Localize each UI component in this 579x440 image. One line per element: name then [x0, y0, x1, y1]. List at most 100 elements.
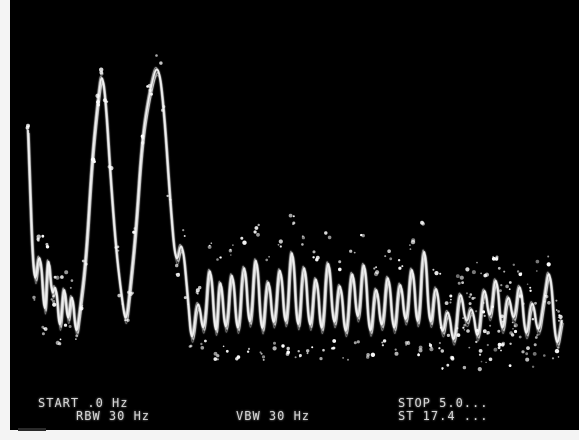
spectrum-traces [26, 66, 564, 349]
trace-speckle [526, 346, 530, 350]
noise-speckle [557, 316, 560, 319]
trace-speckle [225, 349, 229, 353]
trace-speckle [387, 249, 391, 253]
trace-speckle [384, 255, 387, 258]
trace-speckle [260, 352, 263, 355]
trace-speckle [497, 346, 501, 350]
trace-speckle [114, 246, 118, 249]
noise-speckle [456, 333, 461, 337]
trace-speckle [147, 83, 152, 88]
trace-speckle [70, 279, 74, 282]
trace-speckle [75, 334, 79, 338]
noise-speckle [512, 327, 514, 330]
trace-speckle [32, 295, 36, 300]
noise-speckle [526, 283, 529, 286]
start-frequency-label: START .0 Hz [38, 396, 129, 410]
trace-speckle [373, 271, 379, 277]
trace-speckle [124, 319, 127, 322]
trace-speckle [292, 215, 295, 218]
trace-speckle [60, 275, 64, 279]
trace-speckle [432, 268, 435, 271]
trace-speckle [37, 239, 40, 242]
trace-speckle [311, 346, 314, 349]
noise-speckle [446, 333, 450, 337]
trace-speckle [81, 259, 85, 263]
trace-speckle [315, 258, 319, 262]
trace-speckle [404, 341, 409, 345]
noise-speckle [469, 293, 473, 296]
trace-speckle [121, 303, 124, 305]
trace-speckle [449, 294, 453, 298]
trace-speckle [160, 108, 165, 112]
trace-speckle [116, 245, 120, 249]
trace-speckle [327, 235, 332, 240]
photo-corner-mark [18, 428, 46, 431]
trace-speckle [68, 325, 72, 328]
trace-speckle [520, 272, 523, 275]
trace-speckle [560, 321, 563, 324]
vbw-label: VBW 30 Hz [236, 409, 311, 423]
trace-speckle [301, 236, 305, 240]
trace-speckle [261, 355, 266, 359]
trace-speckle [434, 271, 439, 276]
trace-speckle [183, 296, 187, 300]
trace-speckle [216, 258, 219, 261]
trace-speckle [418, 345, 423, 350]
trace-speckle [286, 346, 290, 351]
noise-speckle [462, 365, 467, 370]
trace-speckle [332, 339, 337, 343]
trace-speckle [497, 342, 502, 347]
stop-frequency-label: STOP 5.0... [398, 396, 489, 410]
trace-speckle [312, 256, 315, 259]
noise-speckle [482, 302, 485, 304]
noise-speckle [465, 267, 470, 272]
trace-speckle [278, 239, 283, 244]
noise-speckle [499, 289, 502, 292]
noise-speckle [455, 274, 460, 278]
trace-speckle [52, 295, 55, 298]
trace-speckle [281, 344, 285, 348]
trace-speckle [543, 300, 546, 303]
trace-speckle [444, 301, 449, 305]
trace-speckle [338, 267, 342, 272]
trace-speckle [262, 358, 265, 361]
noise-speckle [483, 314, 486, 317]
trace-speckle [159, 61, 163, 65]
trace-speckle [525, 352, 529, 356]
noise-speckle [522, 302, 525, 305]
trace-speckle [200, 342, 203, 346]
noise-speckle [500, 284, 503, 287]
trace-speckle [491, 256, 496, 261]
trace-speckle [155, 54, 158, 57]
trace-speckle [294, 356, 297, 359]
trace-speckle [69, 286, 72, 289]
trace-speckle [265, 258, 269, 262]
trace-speckle [332, 346, 335, 350]
noise-speckle [535, 270, 538, 272]
trace-speckle [132, 230, 136, 234]
trace-speckle [547, 255, 550, 258]
trace-speckle [463, 323, 467, 327]
trace-speckle [516, 270, 520, 273]
trace-speckle [162, 105, 166, 109]
trace-speckle [361, 233, 365, 238]
noise-speckle [486, 343, 489, 347]
trace-speckle [394, 348, 397, 351]
trace-speckle [268, 255, 270, 258]
trace-speckle [141, 134, 144, 138]
trace-speckle [478, 349, 483, 353]
noise-speckle [508, 364, 512, 367]
noise-speckle [501, 341, 506, 346]
trace-speckle [457, 281, 461, 285]
trace-speckle [510, 333, 515, 337]
trace-speckle [529, 289, 532, 292]
trace-speckle [533, 343, 537, 347]
noise-speckle [543, 354, 546, 357]
noise-speckle [509, 342, 512, 345]
trace-speckle [468, 295, 471, 299]
trace-speckle [554, 348, 560, 354]
trace-speckle [117, 293, 121, 298]
trace-speckle [505, 284, 509, 289]
noise-speckle [481, 310, 486, 314]
trace-speckle [468, 302, 472, 306]
